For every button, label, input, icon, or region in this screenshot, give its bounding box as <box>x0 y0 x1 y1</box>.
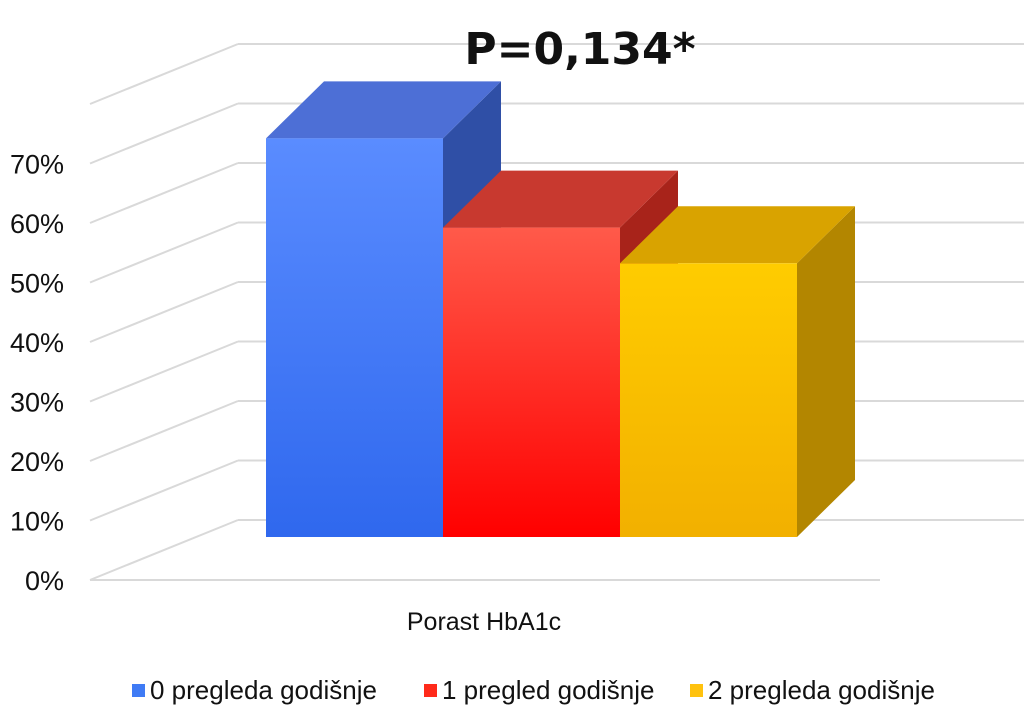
legend-item: 1 pregled godišnje <box>424 675 655 705</box>
legend-swatch <box>132 684 145 697</box>
legend-swatch <box>424 684 437 697</box>
bar-top <box>266 81 501 139</box>
category-label: Porast HbA1c <box>407 608 561 636</box>
y-tick-label: 60% <box>10 209 64 239</box>
gridline-side <box>89 340 239 403</box>
gridline-side <box>89 102 239 165</box>
chart-title: P=0,134* <box>464 24 695 75</box>
bar-front <box>620 263 797 537</box>
legend: 0 pregleda godišnje 1 pregled godišnje 2 p… <box>132 675 935 705</box>
y-tick-label: 70% <box>10 150 64 180</box>
bar-front <box>443 227 620 537</box>
y-axis-ticks: 0% 10% 20% 30% 40% 50% 60% 70% <box>10 150 64 597</box>
bars <box>266 81 855 538</box>
legend-label: 2 pregleda godišnje <box>708 675 935 705</box>
bar-side <box>797 206 855 538</box>
y-tick-label: 10% <box>10 507 64 537</box>
gridline-side <box>89 281 239 343</box>
gridline-side <box>89 43 239 105</box>
legend-swatch <box>690 684 703 697</box>
bar <box>620 206 855 538</box>
bar-top <box>620 206 855 264</box>
legend-label: 1 pregled godišnje <box>442 675 655 705</box>
bar-top <box>443 170 678 228</box>
y-tick-label: 20% <box>10 447 64 477</box>
y-tick-label: 30% <box>10 388 64 418</box>
legend-item: 0 pregleda godišnje <box>132 675 377 705</box>
gridline-side <box>89 519 239 581</box>
legend-label: 0 pregleda godišnje <box>150 675 377 705</box>
legend-item: 2 pregleda godišnje <box>690 675 935 705</box>
gridline-side <box>89 459 239 522</box>
gridline-side <box>89 400 239 462</box>
bar-front <box>266 138 443 537</box>
gridline-side <box>89 162 239 224</box>
gridline-side <box>89 221 239 284</box>
y-tick-label: 50% <box>10 269 64 299</box>
y-tick-label: 0% <box>25 566 64 596</box>
y-tick-label: 40% <box>10 328 64 358</box>
